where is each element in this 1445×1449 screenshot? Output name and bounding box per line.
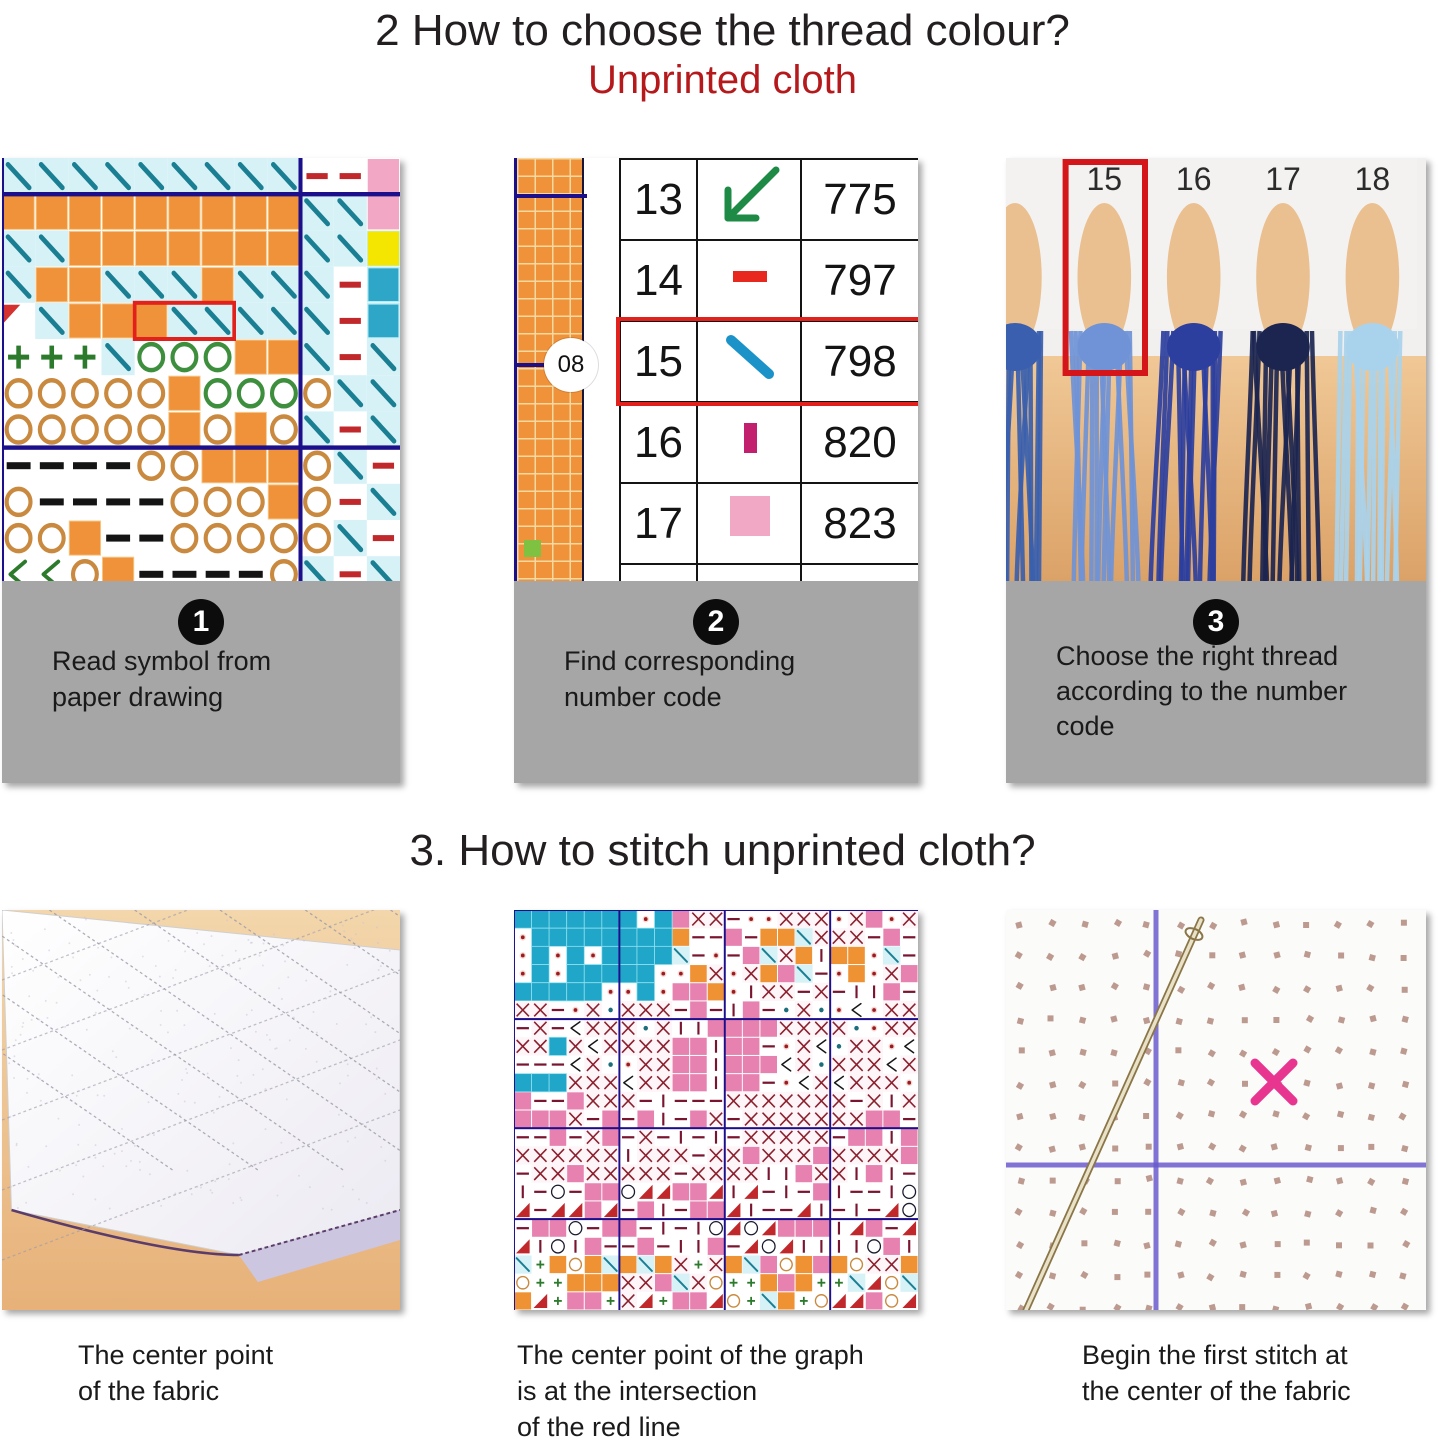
svg-text:15: 15 [1087,161,1123,197]
svg-text:18: 18 [1355,161,1391,197]
svg-text:16: 16 [1176,161,1212,197]
svg-text:17: 17 [1265,161,1301,197]
